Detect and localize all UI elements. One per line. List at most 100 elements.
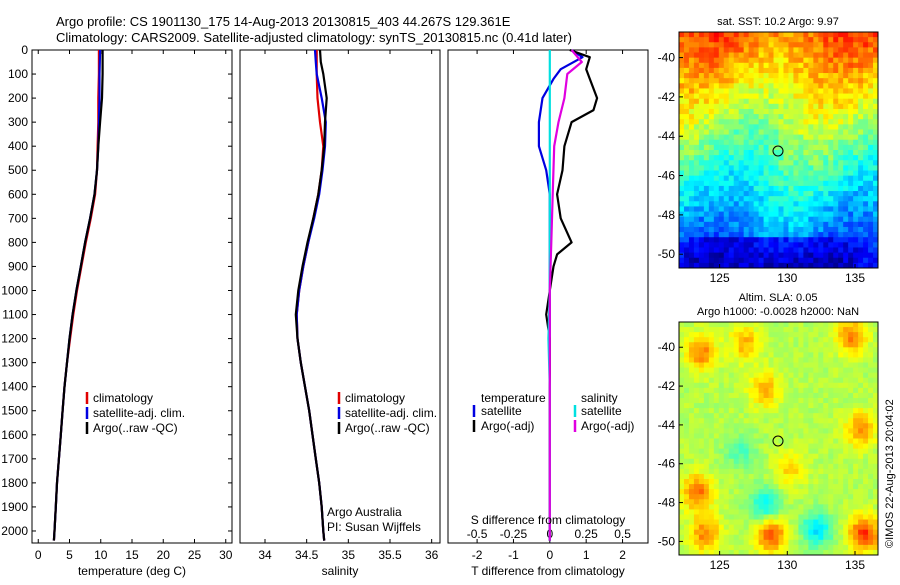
sst-pixel bbox=[758, 216, 764, 223]
sla-pixel bbox=[743, 403, 750, 409]
sla-pixel bbox=[708, 529, 715, 536]
sst-pixel bbox=[738, 226, 745, 233]
sst-pixel bbox=[768, 252, 774, 259]
sst-pixel bbox=[793, 150, 799, 156]
sla-pixel bbox=[793, 352, 799, 358]
sla-pixel bbox=[818, 484, 824, 490]
sst-pixel bbox=[818, 62, 824, 69]
sst-pixel bbox=[843, 180, 849, 187]
sst-pixel bbox=[679, 170, 685, 177]
sst-pixel bbox=[798, 47, 804, 53]
sst-pixel bbox=[688, 201, 695, 207]
sst-pixel bbox=[703, 257, 710, 264]
sst-pixel bbox=[688, 108, 695, 115]
sst-pixel bbox=[818, 211, 824, 218]
sst-pixel bbox=[733, 221, 740, 228]
sla-pixel bbox=[838, 357, 844, 363]
sst-pixel bbox=[868, 67, 874, 74]
sla-pixel bbox=[783, 458, 789, 465]
sst-pixel bbox=[758, 247, 764, 254]
sst-pixel bbox=[808, 103, 814, 110]
sst-pixel bbox=[763, 108, 769, 115]
sst-pixel bbox=[838, 252, 844, 259]
sst-pixel bbox=[748, 242, 755, 248]
sst-pixel bbox=[768, 47, 774, 53]
sst-pixel bbox=[703, 42, 710, 48]
sst-pixel bbox=[858, 108, 864, 115]
sla-pixel bbox=[793, 514, 799, 520]
sla-pixel bbox=[843, 367, 849, 374]
sst-pixel bbox=[688, 32, 695, 38]
sla-pixel bbox=[688, 494, 695, 500]
sla-pixel bbox=[728, 327, 735, 333]
sst-pixel bbox=[748, 98, 755, 105]
sst-pixel bbox=[738, 114, 745, 120]
sla-pixel bbox=[743, 367, 750, 374]
sst-pixel bbox=[728, 155, 735, 161]
sla-pixel bbox=[868, 438, 874, 444]
sst-pixel bbox=[803, 216, 809, 223]
legend-climatology-label: climatology bbox=[345, 391, 405, 405]
sla-pixel bbox=[828, 438, 834, 444]
sla-pixel bbox=[679, 514, 685, 520]
sla-pixel bbox=[818, 387, 824, 394]
sst-pixel bbox=[723, 252, 730, 259]
sla-pixel bbox=[728, 529, 735, 536]
depth-tick-label: 300 bbox=[8, 115, 28, 129]
sla-pixel bbox=[848, 408, 854, 414]
sla-pixel bbox=[778, 403, 784, 409]
sla-pixel bbox=[833, 499, 839, 505]
sst-pixel bbox=[708, 57, 715, 64]
sst-pixel bbox=[798, 175, 804, 182]
sla-pixel bbox=[688, 372, 695, 379]
sla-pixel bbox=[823, 438, 829, 444]
sla-pixel bbox=[813, 423, 819, 429]
sla-pixel bbox=[688, 392, 695, 399]
sla-pixel bbox=[798, 403, 804, 409]
sla-pixel bbox=[688, 524, 695, 531]
sst-pixel bbox=[728, 47, 735, 53]
sst-pixel bbox=[698, 83, 705, 89]
sla-pixel bbox=[718, 357, 725, 363]
sst-pixel bbox=[783, 129, 789, 136]
sla-pixel bbox=[773, 549, 779, 556]
sst-pixel bbox=[763, 257, 769, 264]
sla-pixel bbox=[753, 539, 760, 546]
sst-pixel bbox=[708, 165, 715, 171]
sst-pixel bbox=[773, 211, 779, 218]
sst-pixel bbox=[768, 78, 774, 84]
sst-pixel bbox=[863, 201, 869, 207]
sla-pixel bbox=[853, 458, 859, 465]
sla-pixel bbox=[743, 347, 750, 353]
sla-pixel bbox=[703, 468, 710, 475]
sst-pixel bbox=[873, 216, 879, 223]
sst-pixel bbox=[843, 114, 849, 120]
sst-pixel bbox=[753, 124, 760, 130]
sla-pixel bbox=[753, 382, 760, 389]
sla-pixel bbox=[823, 473, 829, 480]
sst-pixel bbox=[728, 206, 735, 212]
sla-pixel bbox=[713, 372, 720, 379]
sst-pixel bbox=[873, 242, 879, 248]
sst-pixel bbox=[783, 180, 789, 187]
sla-pixel bbox=[778, 367, 784, 374]
sst-pixel bbox=[748, 73, 755, 79]
sst-pixel bbox=[733, 185, 740, 192]
sst-pixel bbox=[823, 93, 829, 100]
sla-pixel bbox=[853, 489, 859, 495]
sla-pixel bbox=[773, 524, 779, 531]
sla-pixel bbox=[733, 387, 740, 394]
sst-pixel bbox=[713, 170, 720, 177]
sla-pixel bbox=[723, 468, 730, 475]
sla-pixel bbox=[808, 489, 814, 495]
sst-pixel bbox=[758, 52, 764, 59]
sla-pixel bbox=[838, 382, 844, 389]
sla-pixel bbox=[683, 494, 690, 500]
sst-pixel bbox=[743, 124, 750, 130]
sst-pixel bbox=[813, 139, 819, 146]
header-line-1: Argo profile: CS 1901130_175 14-Aug-2013… bbox=[56, 14, 511, 29]
sla-pixel bbox=[828, 453, 834, 460]
sst-pixel bbox=[693, 103, 700, 110]
sla-pixel bbox=[813, 418, 819, 424]
sla-pixel bbox=[848, 403, 854, 409]
